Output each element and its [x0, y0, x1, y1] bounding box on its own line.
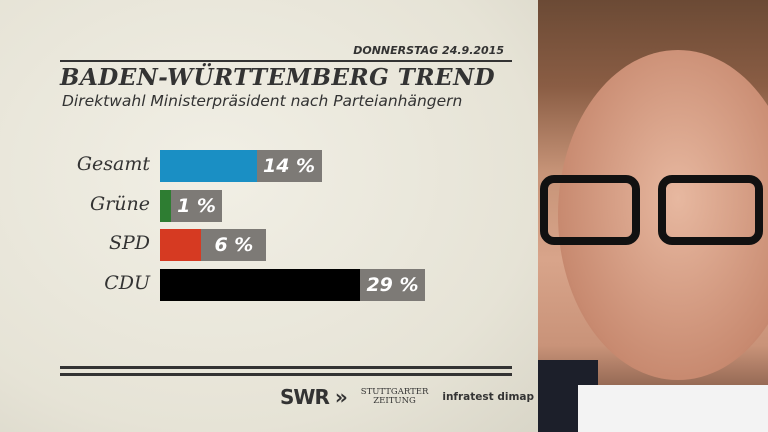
value-label: 6 %: [201, 229, 267, 261]
divider: [60, 373, 512, 376]
divider: [60, 60, 512, 62]
category-label: Grüne: [90, 193, 150, 215]
bar: [160, 190, 171, 222]
value-label: 29 %: [360, 269, 425, 301]
stuttgarter-zeitung-logo: STUTTGARTER ZEITUNG: [361, 388, 429, 406]
logo-bar: SWR » STUTTGARTER ZEITUNG infratest dimap: [280, 385, 534, 409]
category-label: SPD: [108, 232, 150, 254]
bar-row: CDU 29 %: [0, 269, 538, 301]
logo-line: STUTTGARTER: [360, 387, 429, 397]
bar-row: SPD 6 %: [0, 229, 538, 261]
chart-subtitle: Direktwahl Ministerpräsident nach Partei…: [62, 92, 463, 110]
swr-logo: SWR »: [280, 385, 348, 409]
category-label: Gesamt: [76, 153, 150, 175]
value-label: 14 %: [256, 150, 322, 182]
glasses-icon: [658, 175, 763, 245]
chart-panel: DONNERSTAG 24.9.2015 BADEN-WÜRTTEMBERG T…: [0, 0, 538, 432]
category-label: CDU: [104, 272, 150, 294]
divider: [60, 366, 512, 369]
bar-row: Gesamt 14 %: [0, 150, 538, 182]
value-label: 1 %: [171, 190, 222, 222]
bar: [160, 269, 360, 301]
bar: [160, 150, 257, 182]
date-label: DONNERSTAG 24.9.2015: [353, 44, 504, 57]
bar-row: Grüne 1 %: [0, 190, 538, 222]
bar: [160, 229, 202, 261]
glasses-icon: [540, 175, 640, 245]
chart-title: BADEN-WÜRTTEMBERG TREND: [60, 64, 496, 91]
logo-line: ZEITUNG: [373, 396, 416, 406]
portrait-photo: [538, 0, 768, 432]
shirt: [578, 385, 768, 432]
infratest-dimap-logo: infratest dimap: [442, 391, 534, 403]
